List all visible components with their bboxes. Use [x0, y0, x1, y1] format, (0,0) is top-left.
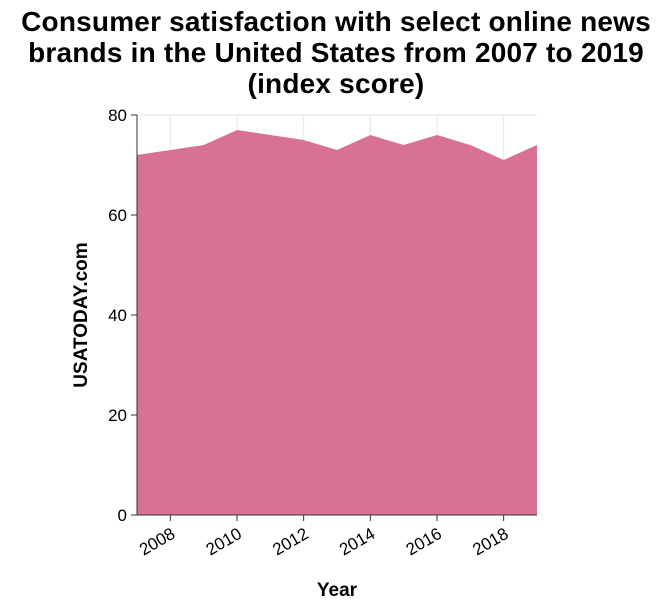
- y-axis-title: USATODAY.com: [71, 242, 92, 387]
- y-tick-label: 60: [108, 206, 127, 225]
- area-series: [137, 130, 537, 515]
- x-tick-label: 2008: [136, 524, 178, 559]
- chart-title: Consumer satisfaction with select online…: [21, 6, 651, 99]
- x-axis-title: Year: [317, 580, 358, 601]
- y-tick-label: 20: [108, 406, 127, 425]
- y-tick-label: 80: [108, 106, 127, 125]
- x-tick-label: 2010: [203, 524, 245, 559]
- x-tick-label: 2014: [336, 524, 378, 559]
- x-tick-label: 2012: [269, 524, 311, 559]
- y-tick-label: 40: [108, 306, 127, 325]
- y-tick-label: 0: [118, 506, 127, 525]
- x-tick-label: 2016: [403, 524, 445, 559]
- x-tick-label: 2018: [469, 524, 511, 559]
